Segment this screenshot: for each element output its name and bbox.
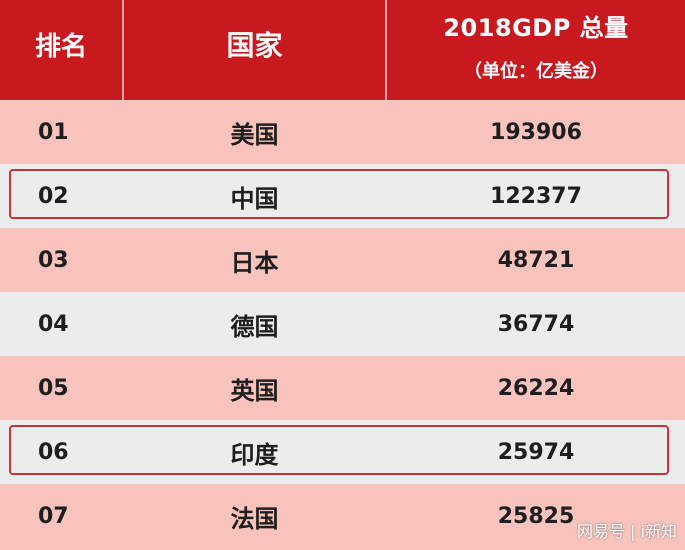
- table-row: 03 日本 48721: [0, 228, 685, 292]
- cell-gdp: 25974: [497, 439, 575, 465]
- table-row: 04 德国 36774: [0, 292, 685, 356]
- cell-rank: 03: [38, 247, 69, 273]
- cell-gdp: 193906: [490, 119, 582, 145]
- table-header: 排名 国家 2018GDP 总量 （单位：亿美金）: [0, 0, 685, 100]
- cell-rank: 05: [38, 375, 69, 401]
- header-gdp: 2018GDP 总量 （单位：亿美金）: [387, 0, 685, 100]
- cell-country: 印度: [230, 440, 279, 469]
- cell-gdp: 26224: [497, 375, 575, 401]
- table-row: 05 英国 26224: [0, 356, 685, 420]
- table-row: 07 法国 25825: [0, 484, 685, 550]
- header-rank: 排名: [34, 32, 87, 62]
- highlight-box-india: [9, 425, 669, 475]
- cell-country: 英国: [230, 376, 279, 405]
- header-country: 国家: [226, 29, 283, 62]
- cell-country: 法国: [230, 504, 279, 533]
- cell-rank: 01: [38, 119, 69, 145]
- cell-country: 日本: [230, 248, 279, 277]
- cell-gdp: 48721: [497, 247, 575, 273]
- header-gdp-unit: （单位：亿美金）: [464, 61, 608, 82]
- cell-gdp: 25825: [497, 503, 575, 529]
- header-divider: [122, 0, 124, 100]
- table-row: 01 美国 193906: [0, 100, 685, 164]
- header-divider: [385, 0, 387, 100]
- header-gdp-title: 2018GDP 总量: [443, 14, 629, 42]
- cell-gdp: 36774: [497, 311, 575, 337]
- cell-rank: 07: [38, 503, 69, 529]
- cell-country: 美国: [230, 120, 279, 149]
- cell-rank: 06: [38, 439, 69, 465]
- cell-gdp: 122377: [490, 183, 582, 209]
- cell-country: 德国: [230, 312, 279, 341]
- cell-country: 中国: [230, 184, 279, 213]
- cell-rank: 02: [38, 183, 69, 209]
- cell-rank: 04: [38, 311, 69, 337]
- watermark: 网易号 | i新知: [576, 522, 677, 541]
- highlight-box-china: [9, 169, 669, 219]
